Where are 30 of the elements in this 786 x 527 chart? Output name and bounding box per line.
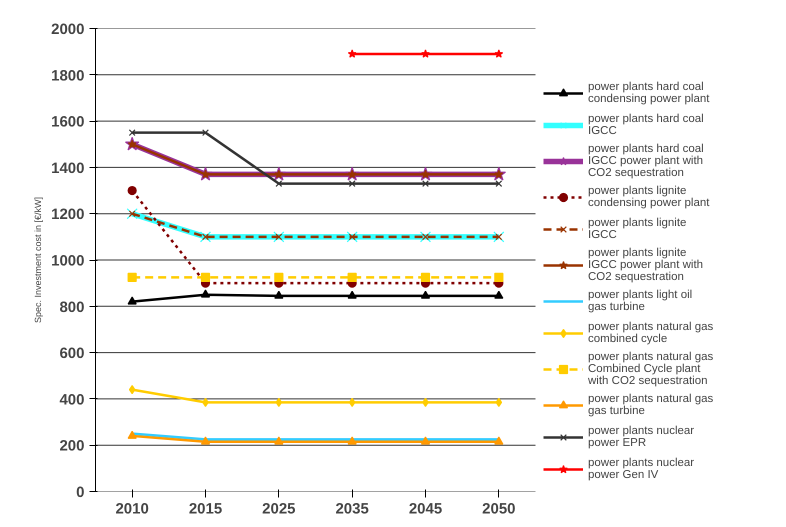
legend-label: power plants lignite IGCC power plant with CO2 sequestration (588, 247, 704, 283)
y-tick-label: 1200 (51, 206, 85, 224)
x-tick-label: 2010 (115, 500, 149, 518)
y-tick-label: 1400 (51, 160, 85, 177)
legend-label: power plants lignite IGCC (588, 216, 686, 243)
y-tick-label: 1000 (51, 252, 85, 270)
legend-label: power plants natural gas combined cycle (588, 320, 714, 347)
legend-label: power plants nuclear power EPR (588, 424, 694, 451)
x-tick-label: 2025 (262, 500, 296, 518)
y-tick-label: 2000 (51, 21, 85, 38)
legend-label: power plants natural gas gas turbine (588, 392, 714, 419)
legend-label: power plants hard coal IGCC power plant with CO2 sequestration (588, 143, 704, 179)
x-tick-label: 2050 (482, 500, 516, 518)
legend-label: power plants natural gas Combined Cycle plant with CO2 sequestration (588, 351, 714, 387)
y-tick-label: 0 (76, 484, 84, 501)
x-tick-label: 2015 (188, 500, 222, 518)
x-tick-label: 2035 (335, 500, 369, 518)
legend-label: power plants nuclear power Gen IV (588, 456, 694, 483)
legend-label: power plants hard coal condensing power plant (588, 80, 710, 107)
x-tick-label: 2045 (408, 500, 442, 518)
legend-label: power plants light oil gas turbine (588, 288, 692, 315)
y-tick-label: 200 (59, 438, 85, 455)
y-tick-label: 1600 (51, 114, 85, 131)
y-tick-label: 1800 (51, 67, 85, 84)
y-tick-label: 400 (59, 391, 85, 408)
legend-label: power plants lignite condensing power plant (588, 184, 710, 211)
y-axis-title: Spec. Investment cost in [€/kW] (33, 196, 44, 324)
y-tick-label: 800 (59, 298, 85, 316)
legend-label: power plants hard coal IGCC (588, 112, 704, 139)
y-tick-label: 600 (59, 345, 85, 362)
